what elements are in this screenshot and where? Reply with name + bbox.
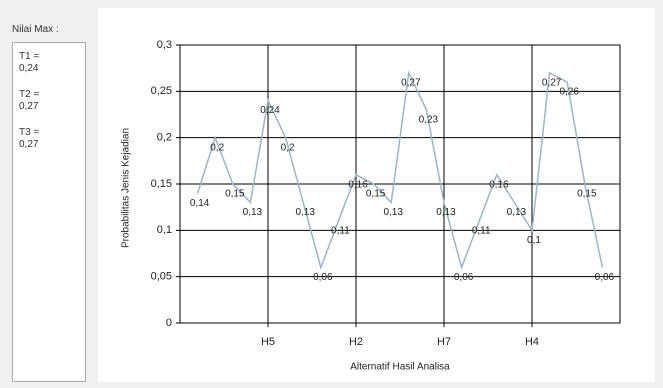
max-value: 0,24 (19, 63, 39, 74)
data-label: 0,13 (507, 207, 527, 218)
max-key: T3 = (19, 127, 40, 138)
data-label: 0,13 (243, 207, 263, 218)
data-label: 0,26 (559, 87, 579, 98)
max-panel: T1 = 0,24 T2 = 0,27 T3 = 0,27 (12, 42, 86, 382)
y-tick-label: 0,3 (157, 39, 172, 51)
y-tick-label: 0,25 (151, 85, 172, 97)
data-label: 0,2 (281, 142, 295, 153)
data-label: 0,27 (401, 77, 421, 88)
panel-label: Nilai Max : (12, 24, 59, 35)
data-label: 0,13 (295, 207, 315, 218)
y-tick-label: 0 (166, 317, 172, 329)
chart: Alternatif Hasil Analisa Probabilitas Je… (98, 8, 655, 382)
y-tick-label: 0,2 (157, 132, 172, 144)
max-value: 0,27 (19, 101, 39, 112)
data-line (196, 70, 604, 270)
x-tick-label: H4 (525, 336, 539, 348)
chart-background (98, 8, 655, 382)
max-item: T2 = 0,27 (19, 89, 79, 113)
y-axis-title: Probabilitas Jenis Kejadian (121, 128, 132, 248)
data-label: 0,1 (527, 235, 541, 246)
x-tick-label: H5 (261, 336, 275, 348)
data-label: 0,06 (454, 272, 474, 283)
y-tick-label: 0,05 (151, 271, 172, 283)
max-key: T1 = (19, 51, 40, 62)
max-key: T2 = (19, 89, 40, 100)
data-label: 0,2 (210, 142, 224, 153)
data-label: 0,14 (190, 198, 210, 209)
data-label: 0,15 (366, 189, 386, 200)
x-tick-label: H2 (349, 336, 363, 348)
y-tick-label: 0,1 (157, 224, 172, 236)
data-label: 0,16 (348, 179, 368, 190)
data-label: 0,16 (489, 179, 509, 190)
data-label: 0,06 (595, 272, 615, 283)
data-label: 0,11 (331, 226, 350, 237)
x-tick-label: H7 (437, 336, 451, 348)
data-label: 0,13 (436, 207, 456, 218)
data-label: 0,06 (313, 272, 333, 283)
plot-border (179, 44, 621, 324)
x-axis-title: Alternatif Hasil Analisa (350, 362, 450, 373)
data-label: 0,23 (419, 115, 439, 126)
max-item: T1 = 0,24 (19, 51, 79, 75)
max-item: T3 = 0,27 (19, 127, 79, 151)
max-value: 0,27 (19, 139, 39, 150)
data-label: 0,11 (472, 226, 491, 237)
data-label: 0,27 (542, 77, 562, 88)
y-tick-label: 0,15 (151, 178, 172, 190)
data-label: 0,13 (383, 207, 403, 218)
data-label: 0,15 (225, 189, 245, 200)
data-label: 0,15 (577, 189, 597, 200)
data-label: 0,24 (260, 105, 280, 116)
